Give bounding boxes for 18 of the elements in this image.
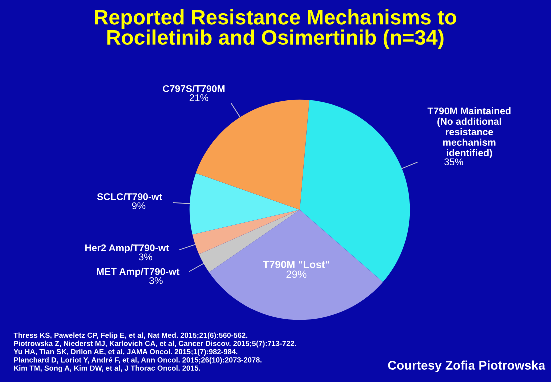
pie-slice (190, 173, 300, 235)
slice-label: T790M "Lost" (263, 261, 330, 268)
data-label: 29% (286, 270, 307, 278)
slice-label: MET Amp/T790-wt (97, 268, 180, 278)
slice-label: SCLC/T790-wt (97, 193, 162, 200)
pie-slice (196, 100, 310, 210)
chart-title: Reported Resistance Mechanisms to Rociletinib and Osimertinib (n=34) (95, 10, 456, 50)
slice-label: Her2 Amp/T790-wt (86, 244, 170, 254)
data-label: 35% (444, 158, 464, 166)
data-label: 9% (132, 202, 146, 210)
text: Courtesy Zofia Piotrowska (388, 360, 546, 372)
slice-label: T790M Maintained (No additional resistance mechanism identified) (428, 107, 511, 158)
pie-slice (192, 210, 300, 254)
pie-slice (209, 210, 384, 320)
data-label: 3% (150, 277, 163, 284)
data-label: 21% (190, 94, 209, 102)
data-label: 3% (139, 254, 152, 261)
slice-label: C797S/T790M (163, 85, 225, 92)
